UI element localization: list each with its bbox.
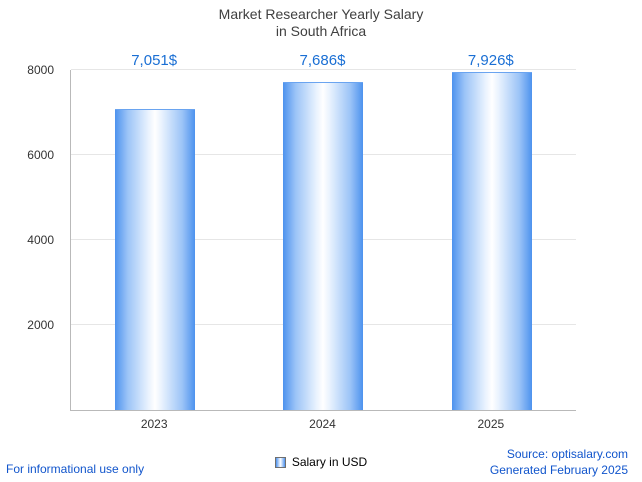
bar-slot-2024 [239,70,407,410]
footer-source-block: Source: optisalary.com Generated Februar… [490,446,628,478]
y-tick-4000: 4000 [27,233,54,247]
bar-2025 [451,72,532,410]
x-tick-2025: 2025 [477,417,505,431]
chart-title-line1: Market Researcher Yearly Salary [218,6,424,22]
chart-title-line2: in South Africa [275,23,367,39]
bar-value-label-2023: 7,051$ [131,52,178,69]
y-tick-2000: 2000 [27,318,54,332]
y-axis-tick-labels: 2000 4000 6000 8000 [0,63,64,410]
generated-date: Generated February 2025 [489,463,628,477]
plot-area [70,69,576,411]
x-tick-2024: 2024 [309,417,336,431]
bar-value-label-2025: 7,926$ [467,52,514,69]
bar-value-label-2024: 7,686$ [299,52,346,69]
source-link[interactable]: Source: optisalary.com [506,447,628,461]
disclaimer-text: For informational use only [6,462,145,476]
x-axis-tick-labels: 2023 2024 2025 [70,417,575,435]
bar-slot-2023 [71,70,239,410]
legend-marker-icon [274,456,286,468]
y-tick-8000: 8000 [27,63,54,77]
bar-2024 [283,82,364,410]
x-tick-2023: 2023 [140,417,168,431]
y-tick-6000: 6000 [27,148,54,162]
gridline-8000 [71,69,576,70]
bars-row [71,70,576,410]
bar-value-labels: 7,051$ 7,686$ 7,926$ [70,52,575,72]
legend-label: Salary in USD [291,455,368,469]
bar-slot-2025 [408,70,576,410]
legend: Salary in USD [0,455,642,469]
bar-2023 [115,109,196,410]
chart-title: Market Researcher Yearly Salary in South… [0,6,642,40]
